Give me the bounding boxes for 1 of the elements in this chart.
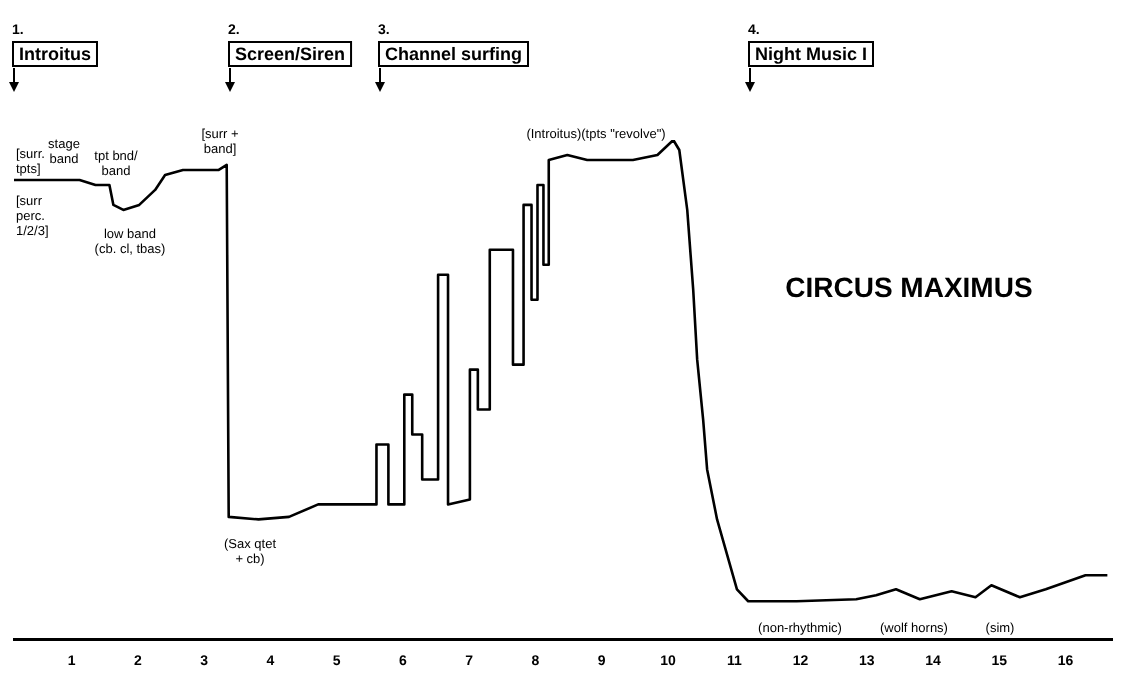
text: CIRCUS MAXIMUS [785, 271, 1033, 304]
